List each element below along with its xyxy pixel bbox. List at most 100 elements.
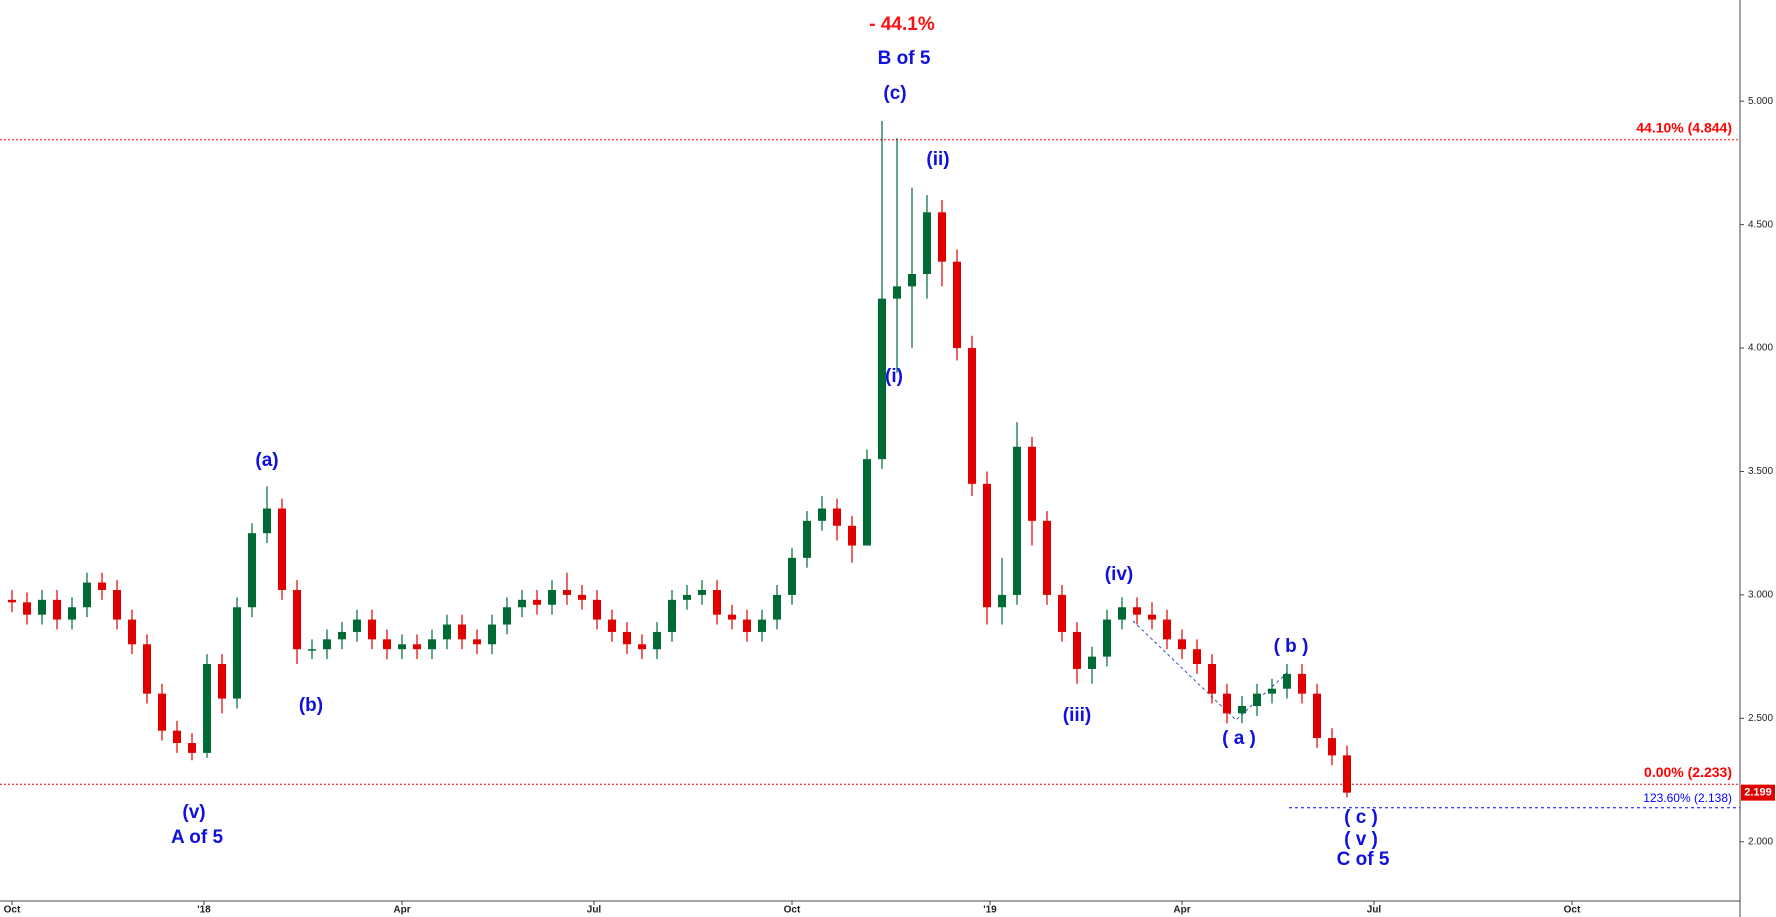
- candle-body: [758, 619, 766, 632]
- candle-body: [263, 508, 271, 534]
- candle-body: [1313, 693, 1321, 739]
- candle-body: [1268, 688, 1276, 694]
- candle-body: [1178, 639, 1186, 650]
- x-tick-label: Apr: [1173, 905, 1190, 916]
- candle-body: [743, 619, 751, 632]
- candle-body: [98, 582, 106, 590]
- candle-body: [1223, 693, 1231, 714]
- x-tick-label: Jul: [1367, 905, 1382, 916]
- candle-body: [788, 557, 796, 595]
- candle-body: [143, 644, 151, 694]
- x-tick-label: Oct: [4, 905, 21, 916]
- annotation: (b): [299, 695, 323, 716]
- candle-body: [1118, 607, 1126, 620]
- candle-body: [113, 589, 121, 620]
- candle-body: [938, 212, 946, 262]
- candle-body: [1163, 619, 1171, 640]
- candle-body: [398, 644, 406, 650]
- candle-body: [383, 639, 391, 650]
- level-label: 0.00% (2.233): [1644, 764, 1732, 780]
- candle-body: [923, 212, 931, 275]
- y-tick-label: 4.500: [1748, 219, 1773, 230]
- candle-body: [1238, 705, 1246, 714]
- x-tick-label: Oct: [1564, 905, 1581, 916]
- candle-body: [323, 639, 331, 650]
- annotation: (iv): [1105, 564, 1134, 585]
- annotation: A of 5: [171, 827, 224, 848]
- candle-body: [1133, 607, 1141, 615]
- candle-body: [158, 693, 166, 731]
- candle-body: [728, 614, 736, 620]
- candle-body: [1283, 673, 1291, 689]
- candle-body: [1013, 446, 1021, 595]
- candle-body: [1073, 631, 1081, 669]
- candle-body: [908, 274, 916, 287]
- candle-body: [413, 644, 421, 650]
- candle-body: [443, 624, 451, 640]
- annotation: (c): [883, 83, 906, 104]
- candle-body: [518, 599, 526, 608]
- candle-body: [1298, 673, 1306, 694]
- candle-body: [1328, 738, 1336, 756]
- candle-body: [953, 261, 961, 349]
- annotation: ( a ): [1222, 728, 1256, 749]
- candle-body: [593, 599, 601, 620]
- candle-body: [698, 589, 706, 595]
- candle-body: [833, 508, 841, 526]
- annotation: (ii): [926, 149, 949, 170]
- candle-body: [368, 619, 376, 640]
- y-tick-label: 5.000: [1748, 96, 1773, 107]
- x-tick-label: Oct: [784, 905, 801, 916]
- annotation: ( b ): [1274, 636, 1309, 657]
- candle-body: [53, 599, 61, 620]
- candle-body: [83, 582, 91, 608]
- candle-body: [203, 664, 211, 753]
- candle-body: [638, 644, 646, 650]
- level-label: 44.10% (4.844): [1636, 119, 1732, 135]
- y-tick-label: 3.000: [1748, 590, 1773, 601]
- candle-body: [473, 639, 481, 645]
- candle-body: [848, 525, 856, 546]
- candle-body: [428, 639, 436, 650]
- price-tag-label: 2.199: [1744, 787, 1772, 799]
- candle-body: [293, 589, 301, 650]
- candle-body: [23, 602, 31, 615]
- candle-body: [338, 631, 346, 640]
- candle-body: [188, 743, 196, 753]
- candle-body: [623, 631, 631, 645]
- candle-body: [8, 599, 16, 603]
- candle-body: [1208, 664, 1216, 694]
- candle-body: [578, 594, 586, 600]
- annotation: (a): [255, 450, 278, 471]
- candle-body: [683, 594, 691, 600]
- candle-body: [503, 607, 511, 625]
- candle-body: [713, 589, 721, 615]
- candle-body: [248, 533, 256, 608]
- x-tick-label: Jul: [587, 905, 602, 916]
- x-tick-label: '18: [197, 905, 211, 916]
- candle-body: [458, 624, 466, 640]
- candle-body: [233, 607, 241, 699]
- y-tick-label: 3.500: [1748, 466, 1773, 477]
- candle-body: [968, 348, 976, 484]
- y-tick-label: 2.000: [1748, 836, 1773, 847]
- candle-body: [218, 664, 226, 699]
- level-label: 123.60% (2.138): [1643, 791, 1732, 805]
- candle-body: [803, 520, 811, 558]
- candle-body: [38, 599, 46, 615]
- candle-body: [878, 298, 886, 460]
- candle-body: [1103, 619, 1111, 657]
- y-tick-label: 2.500: [1748, 713, 1773, 724]
- candle-body: [308, 649, 316, 651]
- candle-body: [608, 619, 616, 632]
- price-tag: [1741, 784, 1775, 801]
- annotation: (i): [885, 366, 903, 387]
- candle-body: [1043, 520, 1051, 595]
- annotation: C of 5: [1337, 849, 1390, 870]
- candle-body: [533, 599, 541, 605]
- candle-body: [563, 589, 571, 595]
- annotation: (iii): [1063, 705, 1092, 726]
- candle-body: [548, 589, 556, 605]
- annotation: ( v ): [1344, 829, 1378, 850]
- candle-body: [1148, 614, 1156, 620]
